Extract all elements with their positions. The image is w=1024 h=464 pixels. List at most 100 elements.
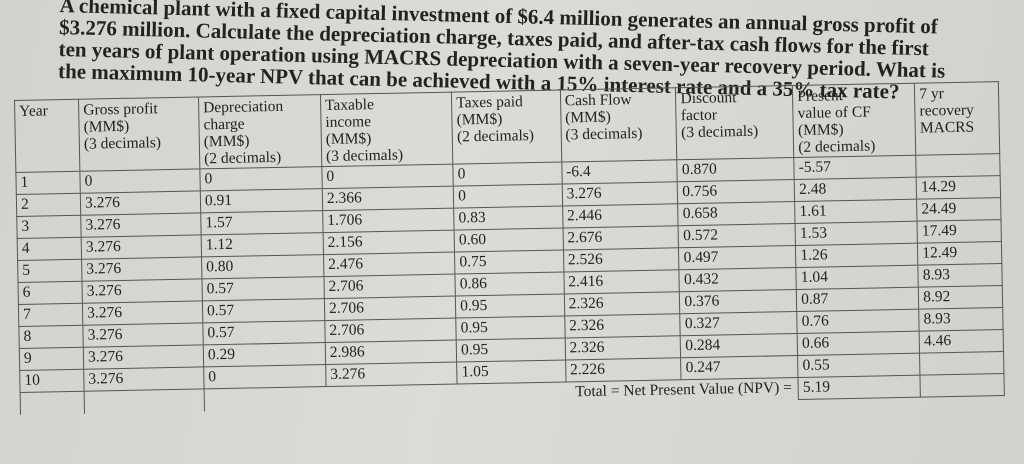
column-header: Gross profit (MM$) (3 decimals): [78, 96, 200, 172]
table-cell: 3.276: [83, 344, 204, 370]
column-header-line: MACRS: [919, 118, 975, 137]
table-cell: 0.432: [679, 267, 797, 292]
table-cell: 1.57: [200, 210, 324, 235]
table-cell: 0.86: [455, 271, 565, 297]
table-cell: 2.476: [323, 252, 456, 277]
column-header: Taxes paid (MM$) (2 decimals): [451, 90, 562, 165]
table-cell: 4: [17, 237, 82, 261]
table-cell: 6: [18, 281, 83, 305]
column-header: Year: [14, 99, 80, 173]
column-header-line: (MM$): [797, 121, 844, 139]
table-cell: 0.83: [453, 205, 563, 231]
table-cell: 3.276: [80, 190, 201, 216]
table-cell: 0.76: [796, 309, 920, 334]
table-cell: 0.87: [796, 287, 919, 312]
table-cell: 3.276: [82, 322, 204, 348]
table-cell: 2.366: [322, 186, 454, 211]
column-header-line: 7 yr: [919, 85, 944, 103]
table-cell: 2.446: [562, 203, 679, 228]
column-header-line: Discount: [680, 89, 737, 108]
table-cell: -6.4: [561, 159, 678, 184]
table-cell: 8.93: [918, 263, 1003, 288]
column-header-line: (MM$): [564, 108, 611, 127]
column-header-line: (MM$): [83, 117, 130, 136]
table-cell: 3.276: [82, 278, 203, 304]
table-cell: 0.80: [201, 254, 324, 279]
column-header-line: Year: [19, 102, 48, 120]
column-header-line: (MM$): [203, 132, 250, 151]
table-cell: 0.29: [203, 342, 326, 367]
table-cell: 0: [453, 183, 563, 209]
table-cell: 1.04: [796, 265, 919, 290]
column-header-line: Cash Flow: [564, 91, 632, 110]
table-cell: 24.49: [916, 197, 1001, 222]
column-header-line: Depreciation: [202, 97, 284, 117]
table-cell: 8.93: [918, 307, 1004, 332]
column-header-line: (3 decimals): [565, 124, 643, 144]
table-cell: 0.55: [797, 353, 921, 378]
total-blank-cell: [20, 391, 85, 415]
table-cell: 0.497: [678, 245, 797, 270]
table-cell: 3.276: [325, 362, 458, 387]
table-cell: 0: [452, 162, 562, 187]
table-cell: 5: [17, 259, 83, 283]
npv-total-value: 5.19: [798, 375, 921, 400]
table-cell: 14.29: [916, 175, 1001, 200]
table-cell: 12.49: [917, 241, 1002, 266]
column-header-line: (3 decimals): [325, 146, 404, 166]
table-cell: 9: [19, 347, 84, 371]
column-header: Taxable income (MM$) (3 decimals): [320, 92, 453, 167]
column-header-line: (2 decimals): [798, 137, 876, 156]
table-cell: 3.276: [82, 300, 203, 326]
column-header-line: (2 decimals): [456, 127, 535, 146]
table-cell: 0.57: [202, 320, 326, 345]
table-cell: 10: [19, 369, 85, 393]
table-cell: 0.95: [455, 315, 565, 341]
column-header-line: value of CF: [797, 103, 871, 122]
table-cell: [919, 351, 1004, 376]
table-cell: 0.95: [456, 337, 566, 363]
table-cell: 3.276: [83, 366, 205, 392]
table-cell: 2: [16, 193, 81, 217]
table-cell: 3.276: [81, 256, 202, 282]
column-header-line: (3 decimals): [681, 122, 759, 142]
table-cell: 1.706: [322, 208, 455, 233]
table-cell: 2.986: [325, 340, 457, 365]
table-cell: 1.12: [201, 232, 324, 257]
table-cell: 3.276: [81, 234, 202, 260]
table-cell: -5.57: [793, 155, 917, 180]
table-cell: 8.92: [918, 285, 1003, 310]
table-cell: 2.676: [562, 225, 679, 250]
column-header: Cash Flow (MM$) (3 decimals): [560, 87, 678, 163]
table-cell: 0: [203, 364, 326, 389]
total-blank-cell: [920, 373, 1005, 398]
total-blank-cell: [84, 388, 205, 414]
column-header-line: Gross profit: [83, 100, 158, 119]
column-header: Present value of CF (MM$) (2 decimals): [792, 83, 916, 158]
table-cell: 3.276: [561, 181, 679, 206]
table-cell: 0.756: [677, 179, 795, 204]
table-cell: 0.572: [678, 223, 796, 248]
table-cell: 2.326: [564, 291, 681, 316]
table-cell: 1.26: [795, 243, 919, 268]
table-cell: 3: [16, 215, 82, 239]
table-cell: 1.05: [456, 359, 566, 385]
table-cell: 0.75: [454, 249, 564, 275]
column-header: Discount factor (3 decimals): [675, 85, 794, 160]
table-cell: 0: [79, 168, 201, 194]
table-cell: 8: [18, 325, 84, 349]
column-header-line: factor: [680, 106, 718, 125]
column-header-line: (MM$): [456, 110, 503, 129]
table-cell: 1.53: [795, 221, 918, 246]
depreciation-table: Year Gross profit (MM$) (3 decimals) Depreci…: [14, 81, 1005, 415]
table-cell: 0.870: [677, 157, 795, 182]
table-cell: 0.284: [680, 333, 798, 358]
table-cell: 2.326: [564, 335, 682, 360]
column-header-line: charge: [203, 115, 245, 134]
table-cell: 2.706: [324, 318, 457, 343]
table-cell: 0.376: [679, 289, 797, 314]
table-cell: [915, 153, 1001, 178]
table-cell: 0.658: [678, 201, 796, 226]
column-header-line: (2 decimals): [203, 148, 282, 168]
